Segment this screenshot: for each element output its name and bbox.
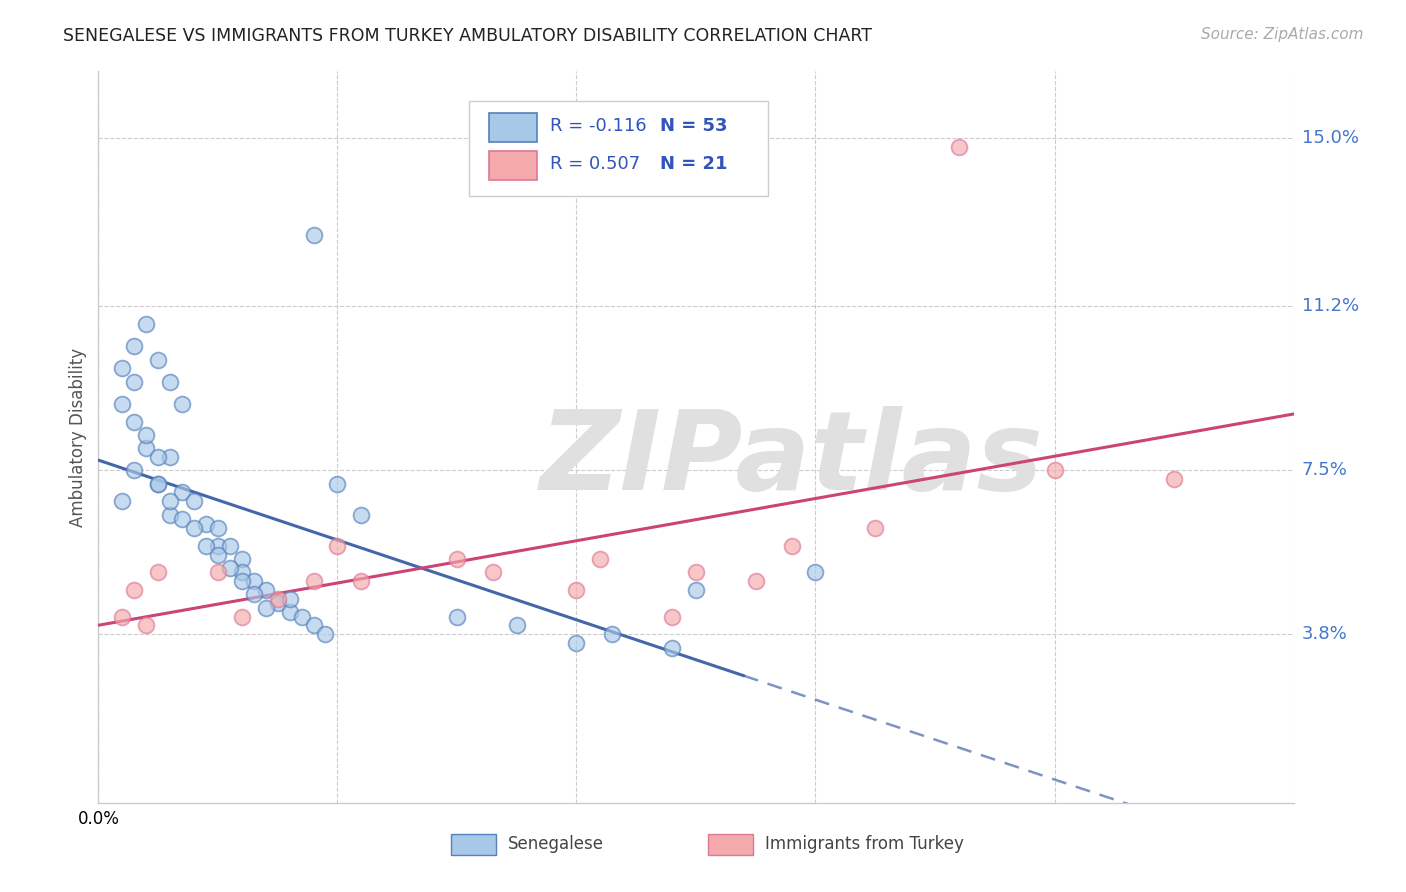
Point (302, 574, 325, 589)
Point (148, 450, 170, 464)
Point (124, 415, 146, 429)
Point (172, 397, 194, 411)
Text: SENEGALESE VS IMMIGRANTS FROM TURKEY AMBULATORY DISABILITY CORRELATION CHART: SENEGALESE VS IMMIGRANTS FROM TURKEY AMB… (63, 27, 872, 45)
Point (350, 508, 373, 522)
Point (326, 539, 349, 553)
Point (124, 582, 146, 597)
Point (111, 609, 134, 624)
Point (243, 574, 266, 589)
Text: R = -0.116: R = -0.116 (550, 117, 647, 136)
Point (183, 494, 205, 508)
Point (231, 574, 253, 589)
Point (267, 591, 290, 606)
Point (111, 361, 134, 376)
Point (506, 618, 529, 632)
Text: 0.0%: 0.0% (77, 810, 120, 828)
FancyBboxPatch shape (489, 151, 537, 180)
Point (315, 627, 337, 641)
Point (661, 640, 683, 655)
Point (745, 574, 768, 589)
Point (124, 339, 146, 353)
FancyBboxPatch shape (470, 101, 768, 195)
FancyBboxPatch shape (489, 113, 537, 143)
Point (195, 516, 218, 531)
Point (207, 521, 229, 535)
Point (148, 476, 170, 491)
Text: ZIPatlas: ZIPatlas (540, 406, 1043, 513)
Point (278, 605, 301, 619)
Point (148, 352, 170, 367)
Point (195, 539, 218, 553)
Point (302, 228, 325, 243)
Text: Source: ZipAtlas.com: Source: ZipAtlas.com (1201, 27, 1364, 42)
Point (446, 552, 468, 566)
Point (231, 552, 253, 566)
Point (207, 548, 229, 562)
Point (326, 476, 349, 491)
Text: Immigrants from Turkey: Immigrants from Turkey (765, 836, 965, 854)
Point (865, 521, 887, 535)
Point (219, 561, 242, 575)
Point (124, 463, 146, 477)
Point (804, 566, 827, 580)
Text: 11.2%: 11.2% (1302, 297, 1360, 315)
Point (254, 582, 277, 597)
Point (302, 618, 325, 632)
Point (159, 375, 181, 389)
Point (685, 582, 707, 597)
Point (350, 574, 373, 589)
Point (111, 397, 134, 411)
Point (135, 618, 157, 632)
Point (565, 636, 588, 650)
Text: N = 21: N = 21 (661, 155, 728, 173)
Point (589, 552, 612, 566)
Point (446, 609, 468, 624)
Point (172, 485, 194, 500)
FancyBboxPatch shape (451, 833, 496, 855)
Point (602, 627, 624, 641)
Text: 3.8%: 3.8% (1302, 625, 1347, 643)
Text: R = 0.507: R = 0.507 (550, 155, 640, 173)
Text: 15.0%: 15.0% (1302, 128, 1358, 147)
Point (148, 476, 170, 491)
Point (135, 317, 157, 331)
Point (278, 591, 301, 606)
Text: Senegalese: Senegalese (509, 836, 605, 854)
Point (159, 508, 181, 522)
Point (207, 539, 229, 553)
Point (231, 609, 253, 624)
Y-axis label: Ambulatory Disability: Ambulatory Disability (69, 348, 87, 526)
Point (159, 450, 181, 464)
Point (148, 566, 170, 580)
Point (685, 566, 707, 580)
Point (111, 494, 134, 508)
FancyBboxPatch shape (709, 833, 754, 855)
Point (565, 582, 588, 597)
Point (291, 609, 314, 624)
Point (780, 539, 803, 553)
Point (1163, 472, 1185, 486)
Text: 7.5%: 7.5% (1302, 461, 1348, 479)
Point (231, 566, 253, 580)
Point (948, 139, 970, 153)
Point (1043, 463, 1066, 477)
Point (172, 512, 194, 526)
Point (267, 596, 290, 610)
Point (207, 566, 229, 580)
Point (243, 587, 266, 601)
Point (661, 609, 683, 624)
Point (135, 428, 157, 442)
Point (482, 566, 505, 580)
Point (159, 494, 181, 508)
Point (183, 521, 205, 535)
Point (254, 600, 277, 615)
Point (219, 539, 242, 553)
Point (124, 375, 146, 389)
Point (135, 441, 157, 455)
Text: N = 53: N = 53 (661, 117, 728, 136)
